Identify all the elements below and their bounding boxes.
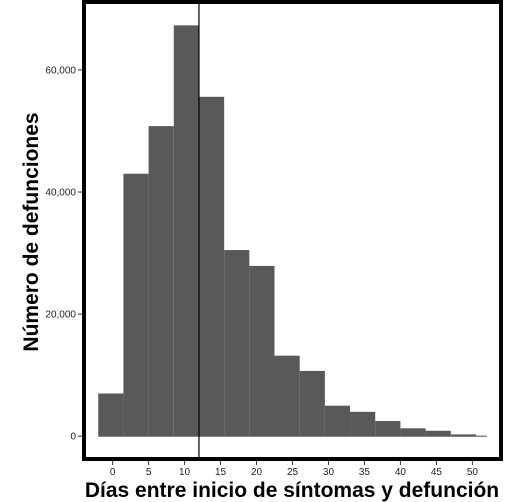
histogram-bar — [173, 25, 199, 437]
histogram-bar — [98, 393, 124, 437]
histogram-bar — [475, 435, 487, 437]
y-tick-label: 20,000 — [45, 310, 76, 321]
histogram-bar — [123, 173, 149, 437]
histogram-bar — [350, 411, 376, 437]
x-tick-label: 30 — [323, 467, 335, 478]
x-tick-label: 50 — [467, 467, 479, 478]
x-tick-label: 40 — [395, 467, 407, 478]
histogram-bar — [148, 126, 174, 437]
histogram-bar — [224, 250, 250, 437]
x-tick-label: 10 — [179, 467, 191, 478]
histogram-bar — [198, 96, 225, 437]
x-tick-label: 5 — [146, 467, 152, 478]
histogram-bar — [274, 355, 300, 437]
y-axis: 0 20,000 40,000 60,000 — [45, 65, 82, 443]
histogram-bar — [249, 265, 275, 437]
x-tick-label: 0 — [110, 467, 116, 478]
histogram-bar — [324, 405, 351, 437]
histogram-bar — [400, 428, 426, 437]
histogram-bar — [425, 430, 451, 437]
histogram-bar — [450, 434, 476, 437]
x-tick-label: 25 — [287, 467, 299, 478]
histogram-bar — [375, 420, 401, 437]
plot-frame — [82, 0, 503, 461]
x-tick-label: 15 — [215, 467, 227, 478]
x-axis-title: Días entre inicio de síntomas y defunció… — [85, 479, 499, 502]
x-axis: 0 5 10 15 20 25 30 35 40 45 50 — [110, 461, 479, 478]
histogram-bars — [98, 25, 487, 437]
y-tick-label: 0 — [70, 432, 76, 443]
y-tick-label: 60,000 — [45, 65, 76, 76]
x-tick-label: 35 — [359, 467, 371, 478]
y-axis-title: Número de defunciones — [20, 112, 43, 351]
x-tick-label: 45 — [431, 467, 443, 478]
x-tick-label: 20 — [251, 467, 263, 478]
histogram-bar — [299, 370, 325, 437]
y-tick-label: 40,000 — [45, 188, 76, 199]
